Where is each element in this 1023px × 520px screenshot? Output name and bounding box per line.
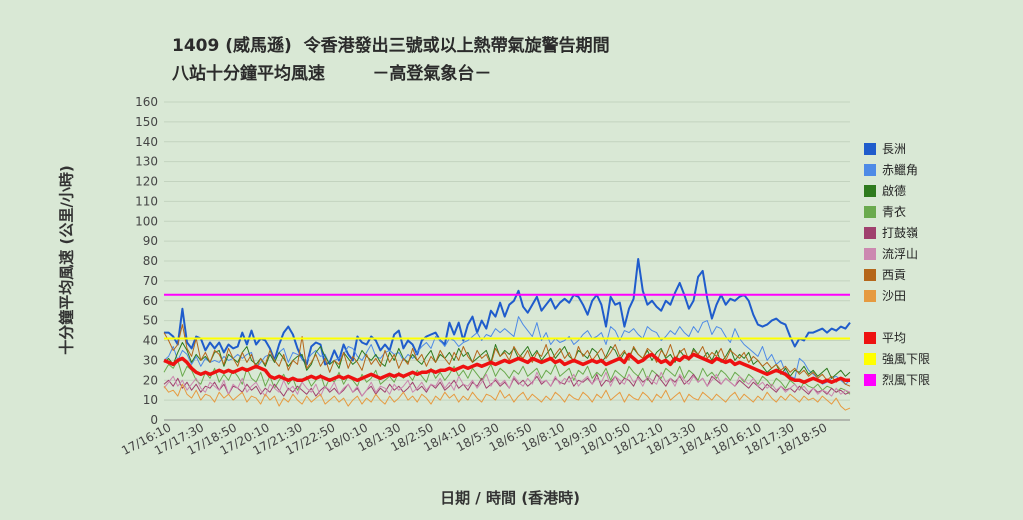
legend-item: 打鼓嶺	[864, 222, 918, 243]
legend-reference: 平均強風下限烈風下限	[864, 327, 930, 390]
legend-item: 沙田	[864, 285, 918, 306]
series-line-6	[163, 324, 851, 387]
legend-item: 赤鱲角	[864, 159, 918, 180]
legend-label: 烈風下限	[882, 373, 931, 387]
legend-swatch	[864, 205, 876, 218]
y-axis-label: 十分鐘平均風速 (公里/小時)	[57, 165, 76, 355]
legend-label: 強風下限	[882, 352, 931, 366]
y-tick-label: 70	[143, 274, 158, 288]
legend-item: 烈風下限	[864, 369, 930, 390]
legend-label: 沙田	[882, 289, 907, 303]
y-tick-label: 160	[135, 95, 158, 109]
chart-title: 1409 (威馬遜) 令香港發出三號或以上熱帶氣旋警告期間	[172, 36, 610, 56]
legend-label: 青衣	[882, 205, 907, 219]
x-axis-label: 日期 / 時間 (香港時)	[440, 489, 580, 507]
legend-item: 青衣	[864, 201, 918, 222]
legend-swatch	[864, 226, 876, 239]
legend-label: 打鼓嶺	[882, 226, 919, 240]
legend-label: 長洲	[882, 142, 907, 156]
y-tick-label: 90	[143, 234, 158, 248]
chart-subtitle: 八站十分鐘平均風速 －高登氣象台－	[172, 64, 492, 84]
y-tick-label: 120	[135, 175, 158, 189]
legend-swatch	[864, 268, 876, 281]
legend-swatch	[864, 373, 876, 386]
legend-label: 西貢	[882, 268, 907, 282]
legend-label: 流浮山	[882, 247, 919, 261]
legend-item: 長洲	[864, 138, 918, 159]
series-line-7	[163, 383, 851, 411]
legend-stations: 長洲赤鱲角啟德青衣打鼓嶺流浮山西貢沙田	[864, 138, 918, 306]
legend-item: 流浮山	[864, 243, 918, 264]
legend-item: 啟德	[864, 180, 918, 201]
y-tick-label: 100	[135, 214, 158, 228]
legend-label: 赤鱲角	[882, 163, 919, 177]
legend-swatch	[864, 247, 876, 260]
y-tick-label: 110	[135, 194, 158, 208]
legend-swatch	[864, 184, 876, 197]
y-tick-label: 10	[143, 393, 158, 407]
legend-item: 平均	[864, 327, 930, 348]
legend-swatch	[864, 163, 876, 176]
series-line-3	[163, 359, 851, 395]
series-line-0	[164, 258, 851, 366]
legend-swatch	[864, 142, 876, 155]
legend-item: 西貢	[864, 264, 918, 285]
y-tick-label: 20	[143, 373, 158, 387]
y-tick-label: 140	[135, 135, 158, 149]
legend-item: 強風下限	[864, 348, 930, 369]
legend-label: 啟德	[882, 184, 907, 198]
series-line-5	[163, 371, 851, 397]
y-tick-label: 80	[143, 254, 158, 268]
y-tick-label: 30	[143, 353, 158, 367]
legend-label: 平均	[882, 331, 907, 345]
y-tick-label: 50	[143, 314, 158, 328]
series-line-8	[163, 352, 850, 384]
y-tick-label: 60	[143, 294, 158, 308]
legend-swatch	[864, 352, 876, 365]
legend-swatch	[864, 331, 876, 344]
y-tick-label: 150	[135, 115, 158, 129]
legend-swatch	[864, 289, 876, 302]
y-tick-label: 0	[150, 413, 158, 427]
y-tick-label: 40	[143, 334, 158, 348]
series-line-2	[163, 342, 851, 379]
y-tick-label: 130	[135, 155, 158, 169]
